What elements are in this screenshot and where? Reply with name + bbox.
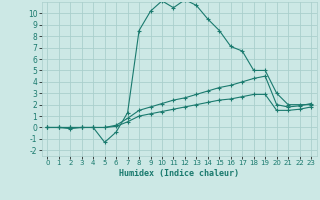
X-axis label: Humidex (Indice chaleur): Humidex (Indice chaleur) — [119, 169, 239, 178]
